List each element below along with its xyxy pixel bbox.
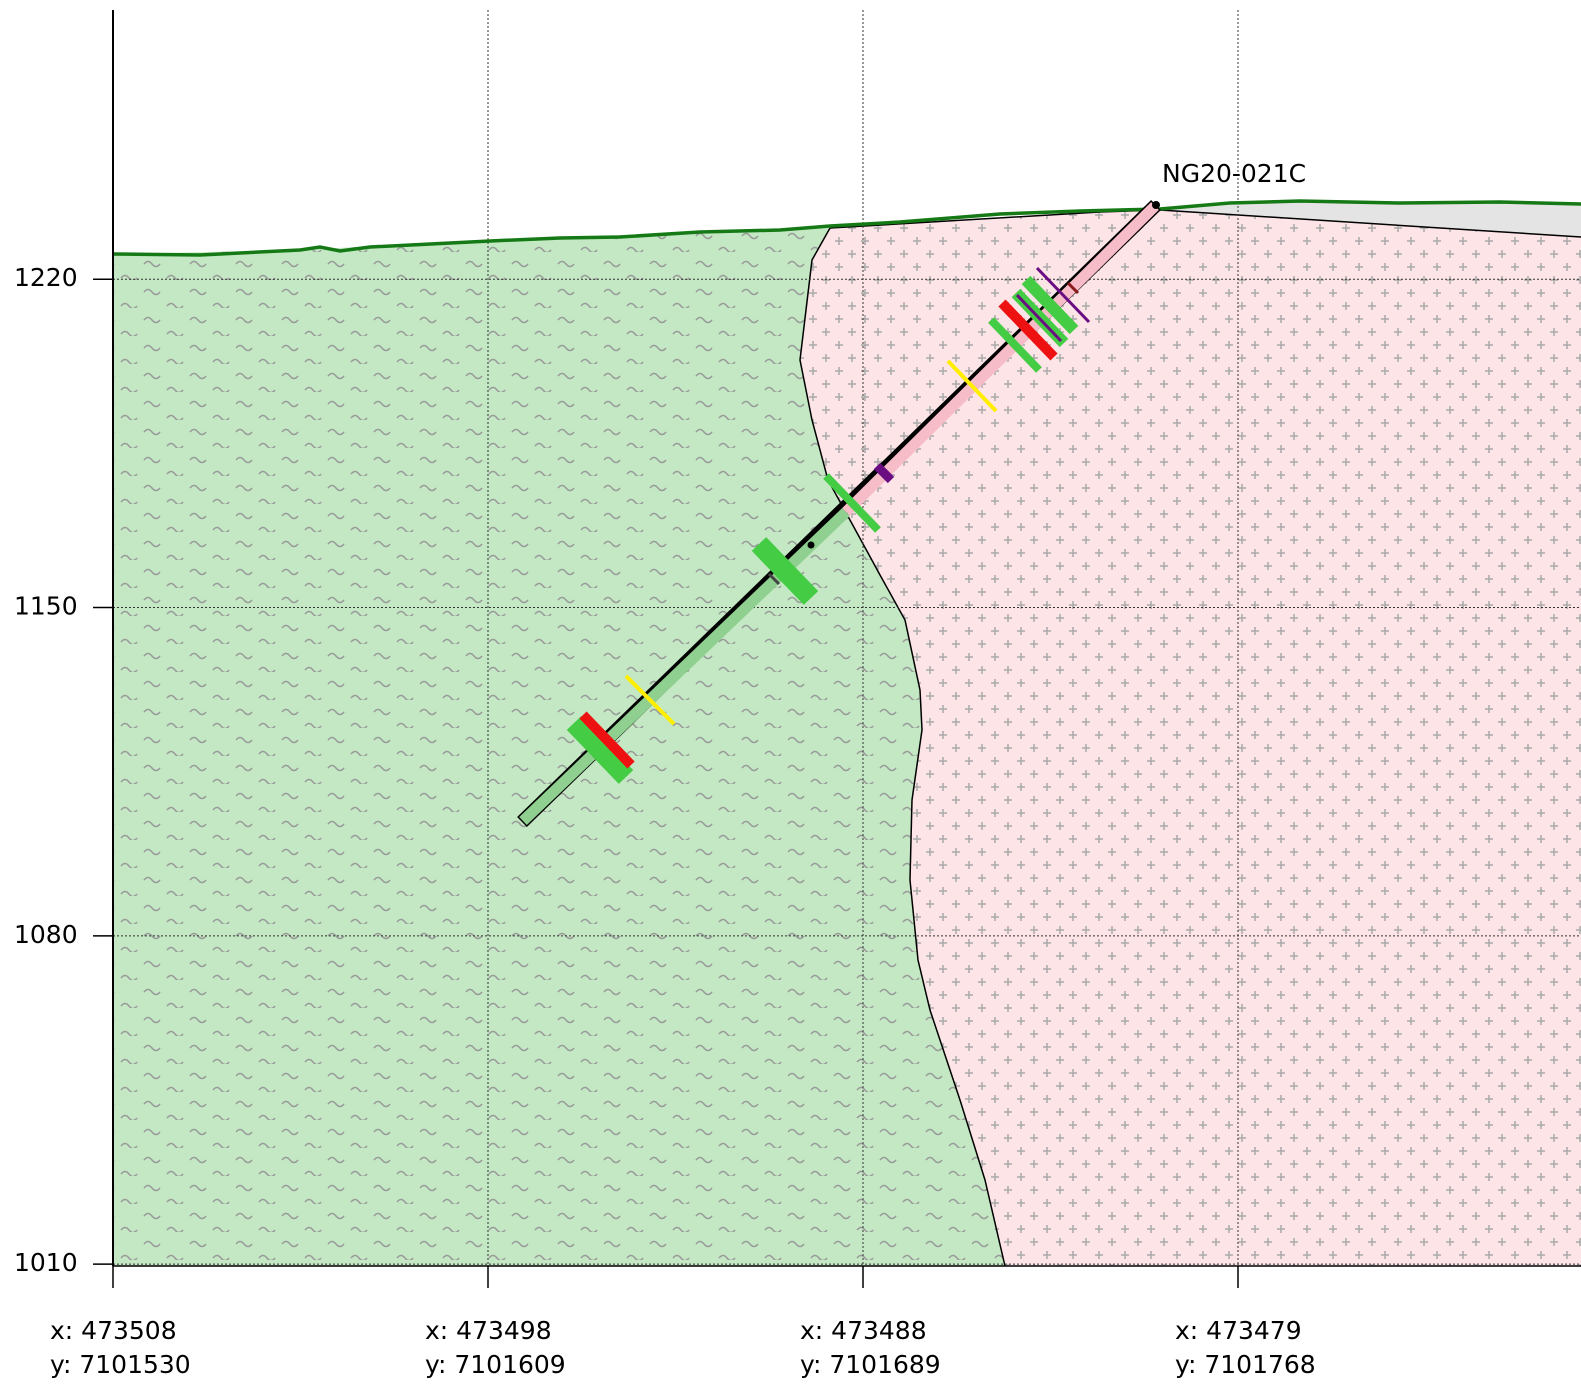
sample-point — [807, 541, 815, 549]
surface — [113, 199, 1581, 257]
interval — [1066, 281, 1080, 295]
grid — [113, 10, 1581, 1266]
geology — [113, 200, 1581, 1266]
axes — [93, 10, 1581, 1288]
interval — [946, 359, 998, 413]
x-tick-label: x: 473508 — [50, 1316, 177, 1345]
y-tick-label: 1080 — [14, 920, 78, 949]
interval — [823, 473, 881, 533]
interval — [579, 711, 635, 769]
x-tick-label: x: 473498 — [425, 1316, 552, 1345]
topography — [113, 199, 1581, 257]
mafic-unit — [113, 228, 1005, 1266]
x-tick-label: y: 7101530 — [50, 1350, 191, 1379]
x-tick-label: x: 473488 — [800, 1316, 927, 1345]
x-tick-label: y: 7101609 — [425, 1350, 566, 1379]
drill-hole: NG20-021C — [517, 159, 1306, 828]
interval — [1021, 275, 1079, 335]
interval — [767, 572, 781, 586]
interval — [873, 462, 895, 484]
hole-granite — [842, 202, 1159, 516]
x-tick-label: y: 7101689 — [800, 1350, 941, 1379]
collar — [1152, 201, 1160, 209]
hole-label: NG20-021C — [1162, 159, 1306, 188]
granite-unit — [800, 210, 1581, 1266]
x-tick-label: x: 473479 — [1175, 1316, 1302, 1345]
interval — [566, 716, 634, 784]
x-tick-label: y: 7101768 — [1175, 1350, 1316, 1379]
overburden — [1160, 200, 1581, 237]
y-tick-label: 1010 — [14, 1248, 78, 1277]
interval — [1015, 293, 1063, 343]
y-tick-label: 1150 — [14, 592, 78, 621]
interval — [751, 537, 819, 605]
interval — [998, 299, 1058, 361]
interval — [1035, 266, 1091, 324]
hole-mafic — [519, 508, 850, 825]
interval — [988, 317, 1042, 373]
interval — [624, 674, 676, 726]
y-tick-label: 1220 — [14, 263, 78, 292]
